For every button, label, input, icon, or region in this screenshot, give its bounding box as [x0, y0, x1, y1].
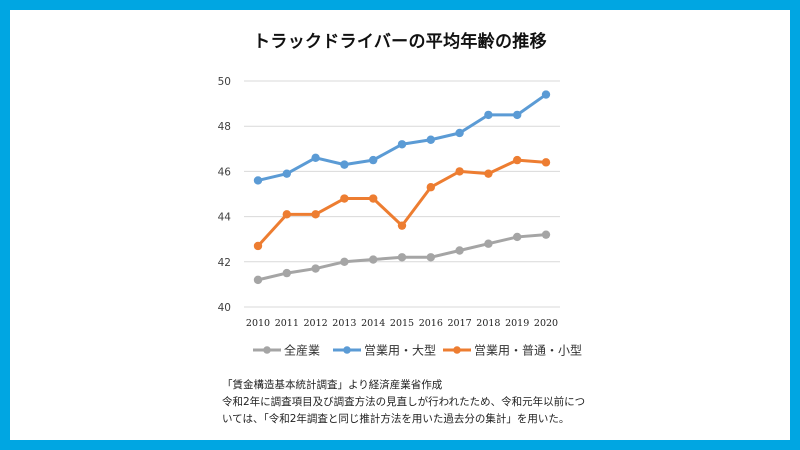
data-point [369, 194, 378, 203]
data-point [484, 169, 493, 178]
note-line: 「賃金構造基本統計調査」より経済産業省作成 [222, 379, 443, 391]
data-point [253, 275, 263, 285]
x-tick-label: 2020 [534, 318, 558, 329]
legend-swatch-marker [343, 346, 351, 354]
y-tick-label: 40 [218, 302, 231, 314]
legend-label: 営業用・大型 [364, 344, 436, 358]
x-tick-label: 2016 [419, 318, 443, 329]
series-0 [253, 230, 551, 285]
legend-item: 営業用・大型 [333, 344, 436, 358]
data-point [455, 246, 464, 255]
data-point [484, 110, 493, 120]
data-point [513, 155, 522, 165]
legend-label: 営業用・普通・小型 [474, 344, 582, 358]
x-tick-label: 2015 [390, 318, 414, 329]
data-point [311, 210, 320, 219]
x-axis-ticks: 2010 2011 2012 2013 2014 2015 2016 2017 2018 2019… [246, 318, 558, 329]
y-tick-label: 44 [218, 212, 232, 224]
data-point [282, 210, 291, 219]
legend-swatch-marker [453, 346, 461, 354]
data-point [397, 253, 407, 262]
data-point [311, 264, 320, 273]
data-point [253, 176, 263, 185]
source-notes: 「賃金構造基本統計調査」より経済産業省作成 令和2年に調査項目及び調査方法の見直… [222, 377, 585, 428]
x-tick-label: 2019 [505, 318, 529, 329]
data-point [340, 160, 349, 169]
x-tick-label: 2017 [448, 318, 472, 329]
data-point [541, 158, 551, 167]
data-point [541, 230, 551, 239]
y-tick-label: 46 [218, 166, 232, 178]
y-tick-label: 42 [218, 257, 231, 269]
y-tick-label: 48 [218, 121, 231, 133]
data-point [513, 232, 522, 242]
series-group [253, 90, 551, 285]
data-point [340, 194, 349, 203]
data-point [369, 155, 378, 165]
x-tick-label: 2012 [304, 318, 328, 329]
data-point [513, 110, 522, 120]
legend-label: 全産業 [284, 343, 320, 358]
x-tick-label: 2018 [476, 318, 500, 329]
data-point [426, 253, 435, 262]
series-2 [253, 155, 551, 251]
chart-title: トラックドライバーの平均年齢の推移 [253, 32, 547, 52]
data-point [282, 268, 291, 278]
data-point [253, 241, 263, 251]
x-tick-label: 2014 [361, 318, 385, 329]
data-point [311, 153, 320, 163]
note-line: 令和2年に調査項目及び調査方法の見直しが行われたため、令和元年以前につ [222, 396, 586, 408]
x-tick-label: 2010 [246, 318, 270, 329]
data-point [455, 167, 464, 176]
data-point [426, 135, 435, 144]
data-point [397, 140, 407, 149]
x-tick-label: 2013 [332, 318, 356, 329]
legend-item: 全産業 [253, 343, 320, 358]
legend: 全産業 営業用・大型 営業用・普通・小型 [253, 343, 582, 358]
note-line: いては、「令和2年調査と同じ推計方法を用いた過去分の集計」を用いた。 [222, 413, 570, 425]
data-point [340, 257, 349, 266]
legend-swatch-marker [263, 346, 271, 354]
series-1 [253, 90, 551, 185]
legend-item: 営業用・普通・小型 [443, 344, 582, 358]
series-line [256, 158, 548, 248]
y-axis-ticks: 40 42 44 46 48 50 [218, 76, 232, 314]
data-point [397, 221, 407, 230]
y-tick-label: 50 [218, 76, 231, 88]
data-point [369, 255, 378, 264]
data-point [541, 90, 551, 99]
data-point [455, 128, 464, 138]
data-point [484, 239, 493, 248]
gridlines [244, 80, 560, 308]
data-point [426, 183, 435, 192]
x-tick-label: 2011 [275, 318, 299, 329]
data-point [282, 169, 291, 178]
